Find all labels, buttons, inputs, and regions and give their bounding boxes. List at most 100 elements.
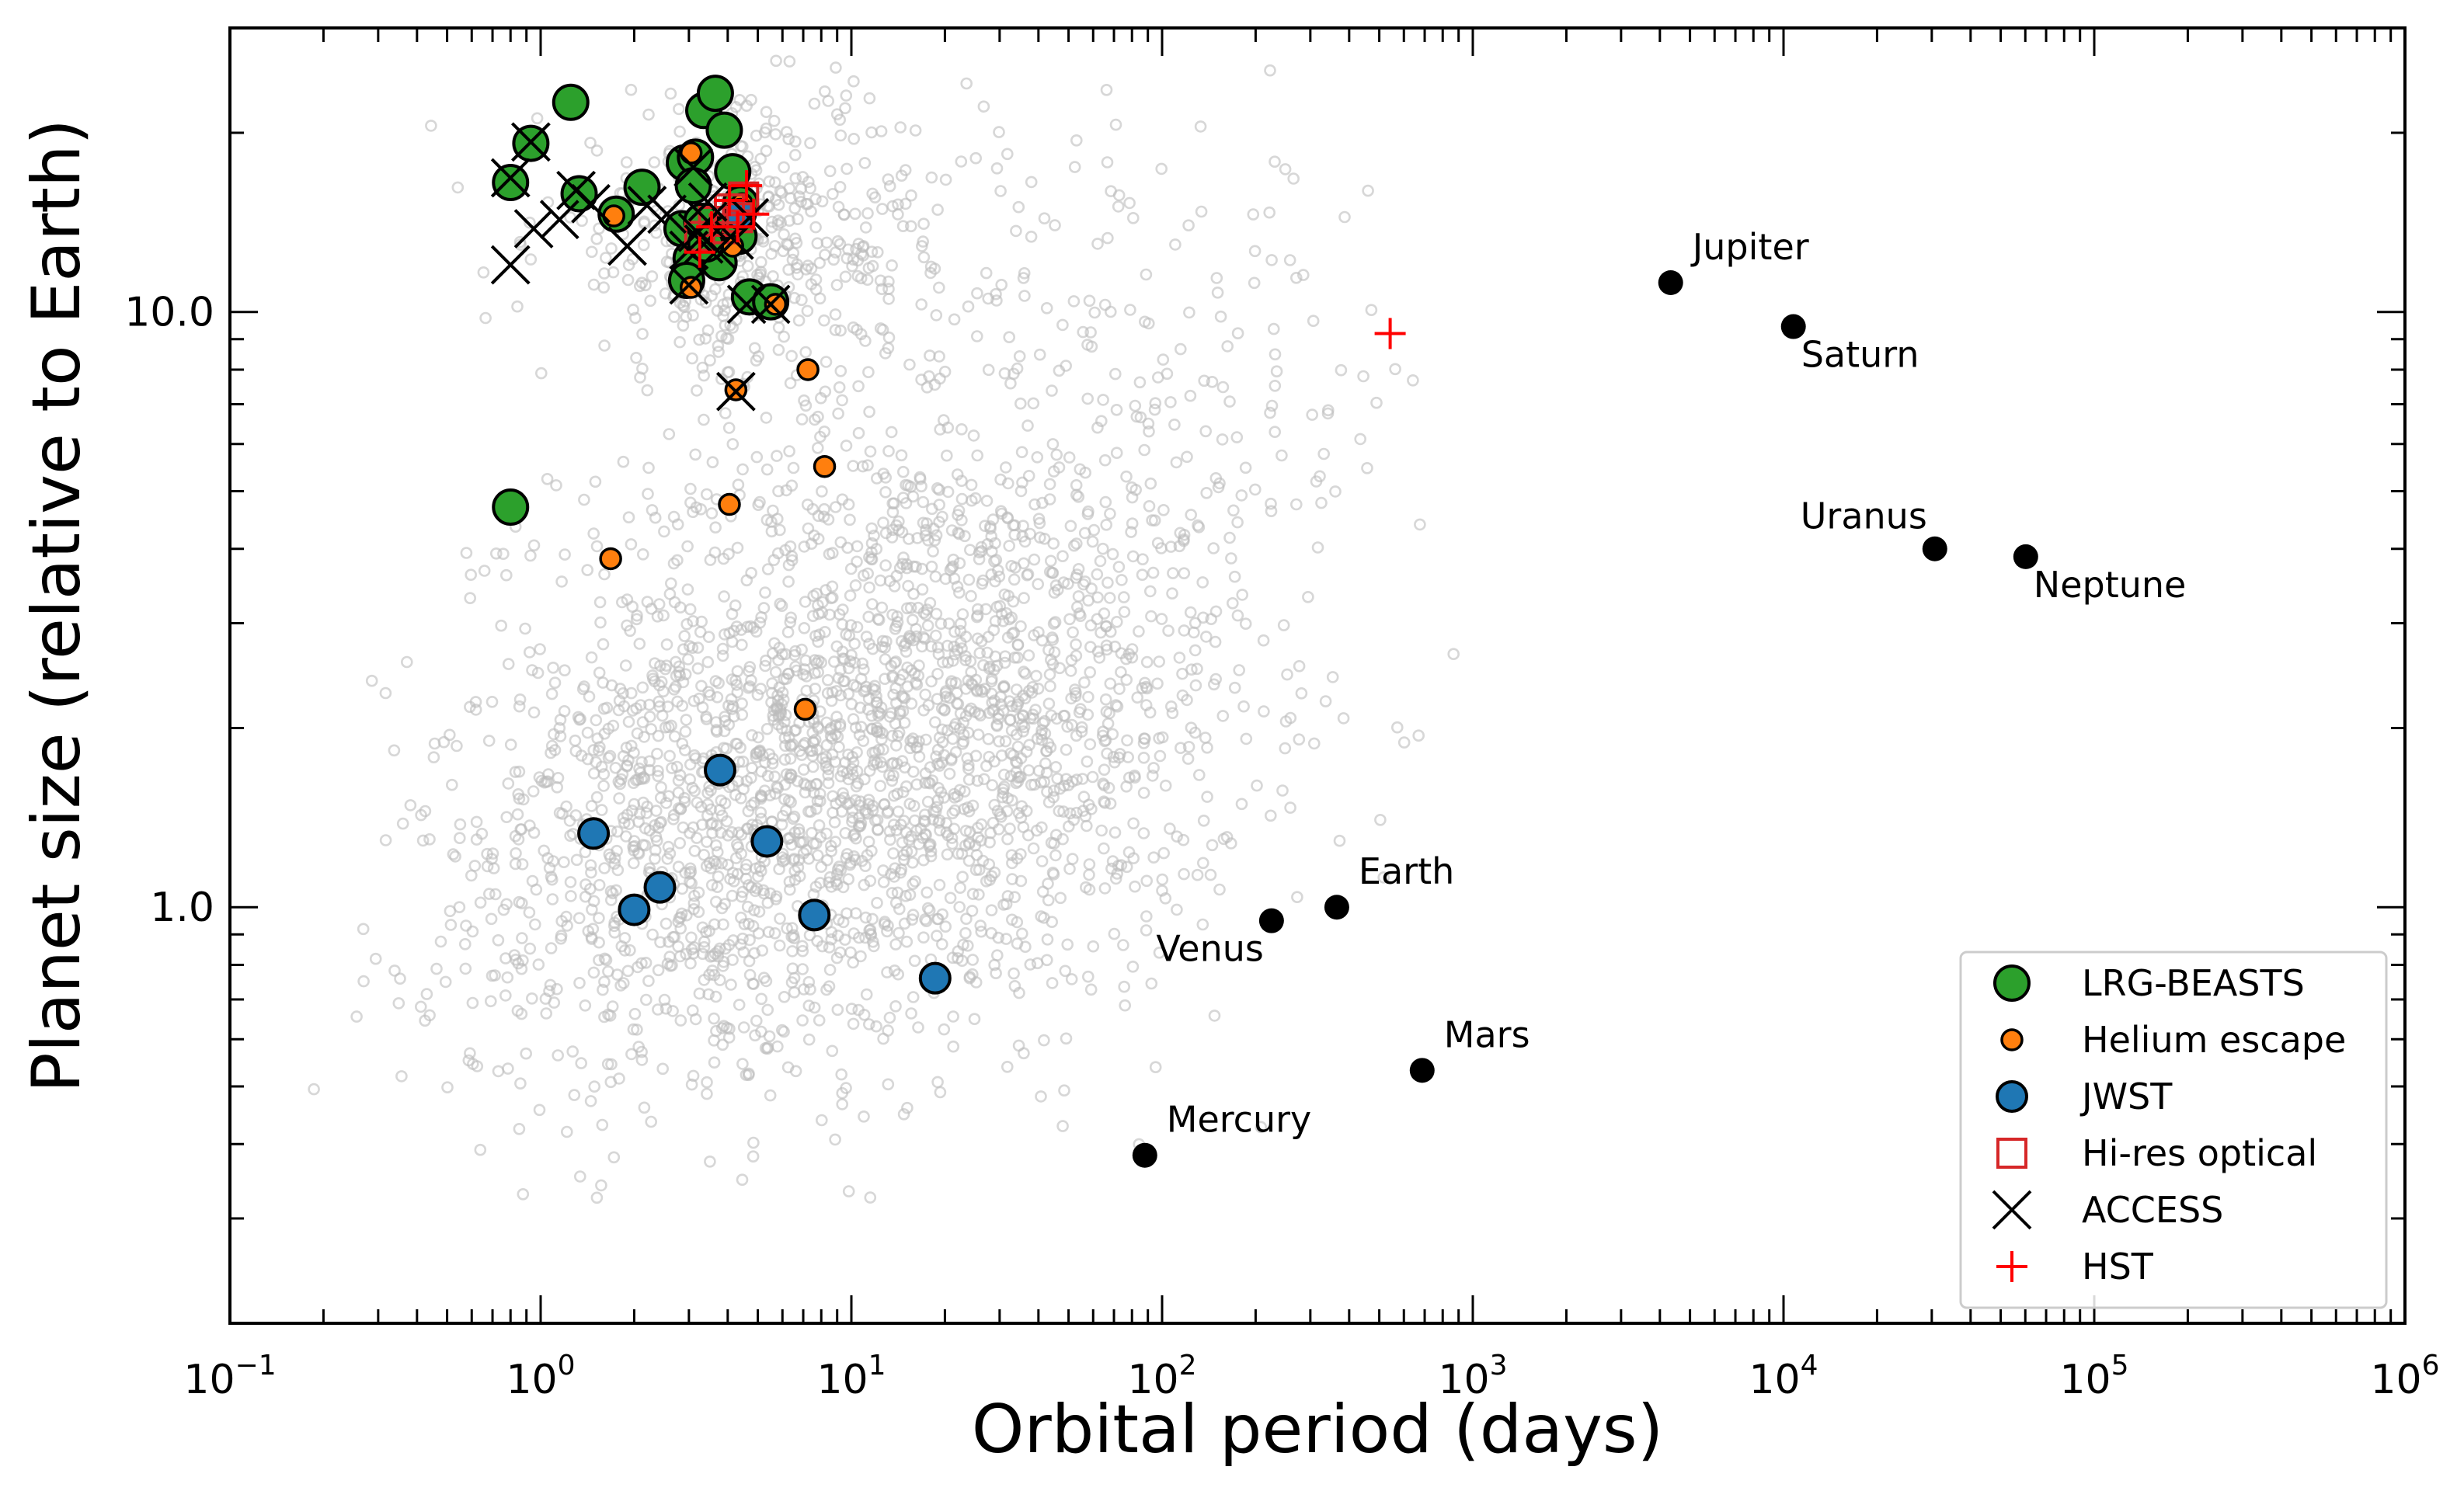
background-planet-point <box>400 655 413 669</box>
background-planet-point <box>767 114 781 127</box>
background-planet-point <box>742 1069 755 1082</box>
background-planet-point <box>1011 916 1024 929</box>
background-planet-point <box>1100 518 1112 531</box>
background-planet-point <box>1031 450 1044 464</box>
background-planet-point <box>513 693 527 706</box>
background-planet-point <box>666 1005 679 1017</box>
background-planet-point <box>863 551 875 564</box>
background-planet-point <box>611 844 623 857</box>
background-planet-point <box>1335 363 1348 377</box>
background-planet-point <box>1269 348 1282 361</box>
background-planet-point <box>1149 397 1162 410</box>
background-planet-point <box>795 413 809 426</box>
background-planet-point <box>868 940 880 953</box>
background-planet-point <box>444 919 458 931</box>
background-planet-point <box>941 656 955 669</box>
background-planet-point <box>1196 918 1209 931</box>
background-planet-point <box>691 662 705 675</box>
background-planet-point <box>823 608 836 621</box>
background-planet-point <box>852 426 865 440</box>
background-planet-point <box>1033 516 1046 530</box>
background-planet-point <box>1248 276 1261 290</box>
background-planet-point <box>855 854 868 867</box>
background-planet-point <box>604 749 617 763</box>
x-tick-label: 100 <box>506 1350 575 1403</box>
background-planet-point <box>921 381 934 394</box>
background-planet-point <box>519 622 531 635</box>
background-planet-point <box>799 654 812 667</box>
background-planet-point <box>761 770 774 783</box>
background-planet-point <box>1374 814 1387 826</box>
background-planet-point <box>971 330 983 342</box>
background-planet-point <box>905 220 917 233</box>
background-planet-point <box>912 1021 924 1034</box>
background-planet-point <box>464 1047 476 1060</box>
background-planet-point <box>809 221 822 234</box>
background-planet-point <box>913 735 925 748</box>
background-planet-point <box>1213 883 1226 896</box>
background-planet-point <box>882 1078 895 1091</box>
background-planet-point <box>925 675 938 688</box>
background-planet-point <box>953 722 966 735</box>
background-planet-point <box>936 908 948 921</box>
background-planet-point <box>1013 986 1025 999</box>
background-planet-point <box>686 1004 699 1017</box>
background-planet-point <box>602 1008 614 1021</box>
background-planet-point <box>834 129 847 142</box>
background-planet-point <box>727 624 740 638</box>
background-planet-point <box>614 773 628 786</box>
background-planet-point <box>789 1065 802 1078</box>
background-planet-point <box>445 778 458 791</box>
planet-point-earth <box>1324 895 1349 920</box>
background-planet-point <box>973 546 986 559</box>
background-planet-point <box>759 586 771 599</box>
background-planet-point <box>948 787 961 801</box>
background-planet-point <box>560 1125 573 1138</box>
point-helium-escape <box>813 454 837 478</box>
background-planet-point <box>998 588 1011 601</box>
background-planet-point <box>782 133 795 145</box>
background-planet-point <box>892 968 904 981</box>
background-planet-point <box>1126 643 1139 655</box>
background-planet-point <box>792 314 806 327</box>
background-planet-point <box>1147 851 1160 864</box>
background-planet-point <box>1263 206 1276 219</box>
background-planet-point <box>1091 591 1104 604</box>
background-planet-point <box>998 367 1011 380</box>
background-planet-point <box>664 87 677 100</box>
background-planet-point <box>1169 238 1182 251</box>
background-planet-point <box>760 513 774 527</box>
background-planet-point <box>847 956 859 969</box>
background-planet-point <box>840 162 853 176</box>
background-planet-point <box>513 1123 526 1135</box>
background-planet-point <box>482 888 496 900</box>
background-planet-point <box>728 710 740 723</box>
background-planet-point <box>1098 797 1112 809</box>
background-planet-point <box>768 770 781 783</box>
background-planet-point <box>1032 682 1045 695</box>
background-planet-point <box>882 805 895 818</box>
background-planet-point <box>1111 700 1124 713</box>
background-planet-point <box>1239 461 1252 474</box>
background-planet-point <box>890 697 903 710</box>
background-planet-point <box>863 405 875 419</box>
legend-item-jwst: JWST <box>1996 1076 2173 1117</box>
background-planet-point <box>862 610 875 624</box>
background-planet-point <box>740 774 753 787</box>
background-planet-point <box>1389 363 1401 376</box>
background-planet-point <box>820 584 832 596</box>
background-planet-point <box>1041 933 1054 946</box>
background-planet-point <box>863 1018 875 1030</box>
background-planet-point <box>706 964 719 977</box>
background-planet-point <box>653 700 666 713</box>
background-planet-point <box>995 607 1008 620</box>
background-planet-point <box>960 912 973 925</box>
background-planet-point <box>673 669 687 682</box>
background-planet-point <box>769 666 782 679</box>
point-hst <box>738 198 770 230</box>
background-planet-point <box>1297 269 1310 281</box>
background-planet-point <box>842 873 854 885</box>
background-planet-point <box>585 800 598 812</box>
point-lrg-beasts <box>696 75 734 113</box>
background-planet-point <box>722 422 736 434</box>
